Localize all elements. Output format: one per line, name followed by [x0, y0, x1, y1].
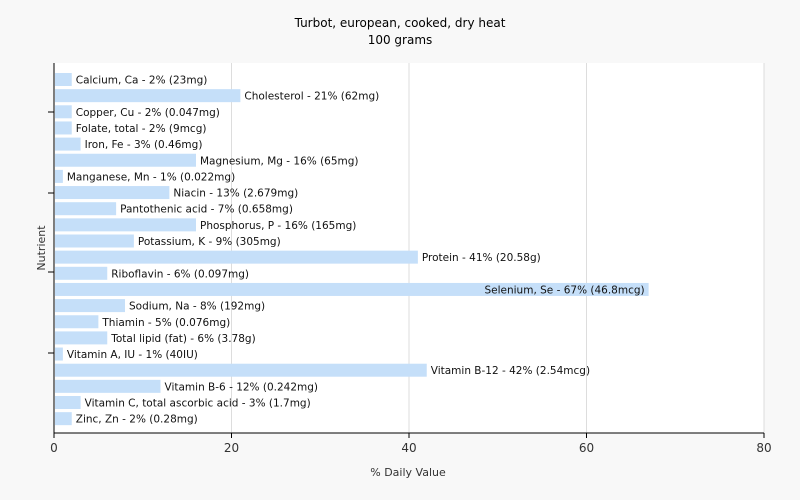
x-ticks: 0 20 40 60 80 [48, 111, 772, 455]
bar-labels: Calcium, Ca - 2% (23mg) Cholesterol - 21%… [67, 75, 645, 426]
bar [55, 250, 418, 264]
bar-label: Vitamin A, IU - 1% (40IU) [67, 349, 198, 361]
bar [55, 315, 99, 329]
bar [55, 412, 72, 426]
bar-label: Vitamin C, total ascorbic acid - 3% (1.7… [85, 398, 311, 410]
x-tick-label: 60 [579, 441, 594, 455]
bar-label: Iron, Fe - 3% (0.46mg) [85, 139, 203, 151]
bar [55, 347, 63, 361]
bar-label: Magnesium, Mg - 16% (65mg) [200, 155, 359, 167]
x-tick-label: 0 [50, 441, 58, 455]
bar-label: Vitamin B-12 - 42% (2.54mcg) [431, 365, 590, 377]
bar-label: Selenium, Se - 67% (46.8mcg) [484, 284, 644, 296]
x-tick-label: 80 [756, 441, 771, 455]
bar-label: Calcium, Ca - 2% (23mg) [76, 75, 208, 87]
x-axis-label: % Daily Value [370, 466, 446, 479]
bar-label: Sodium, Na - 8% (192mg) [129, 301, 265, 313]
bar [55, 266, 108, 280]
x-tick-label: 40 [401, 441, 416, 455]
bar-label: Zinc, Zn - 2% (0.28mg) [76, 414, 198, 426]
bar [55, 121, 72, 135]
bar-label: Total lipid (fat) - 6% (3.78g) [110, 333, 255, 345]
bar [55, 137, 81, 151]
bar [55, 218, 196, 232]
bar-label: Riboflavin - 6% (0.097mg) [111, 268, 249, 280]
bar-label: Folate, total - 2% (9mcg) [76, 123, 207, 135]
bar [55, 105, 72, 119]
bar [55, 169, 63, 183]
bars [55, 73, 649, 426]
bar-label: Cholesterol - 21% (62mg) [244, 91, 379, 103]
bar [55, 89, 241, 103]
y-axis-label: Nutrient [35, 225, 48, 271]
bar [55, 396, 81, 409]
bar-label: Niacin - 13% (2.679mg) [173, 188, 298, 200]
bar-label: Potassium, K - 9% (305mg) [138, 236, 281, 248]
bar [55, 73, 72, 86]
bar-label: Copper, Cu - 2% (0.047mg) [76, 107, 220, 119]
x-tick-label: 20 [224, 441, 239, 455]
bar [55, 379, 161, 393]
bar [55, 282, 649, 296]
bar-label: Pantothenic acid - 7% (0.658mg) [120, 204, 293, 216]
bar-label: Vitamin B-6 - 12% (0.242mg) [165, 381, 319, 393]
bar [55, 234, 134, 248]
bar-label: Manganese, Mn - 1% (0.022mg) [67, 171, 235, 183]
bar [55, 331, 108, 345]
bar-label: Protein - 41% (20.58g) [422, 252, 541, 264]
bar [55, 363, 427, 377]
chart-title: Turbot, european, cooked, dry heat [294, 16, 506, 30]
bar [55, 186, 170, 200]
bar [55, 153, 196, 167]
bar [55, 299, 125, 313]
bar-label: Phosphorus, P - 16% (165mg) [200, 220, 356, 232]
chart-subtitle: 100 grams [368, 33, 433, 47]
bar [55, 202, 117, 216]
bar-label: Thiamin - 5% (0.076mg) [101, 317, 230, 329]
